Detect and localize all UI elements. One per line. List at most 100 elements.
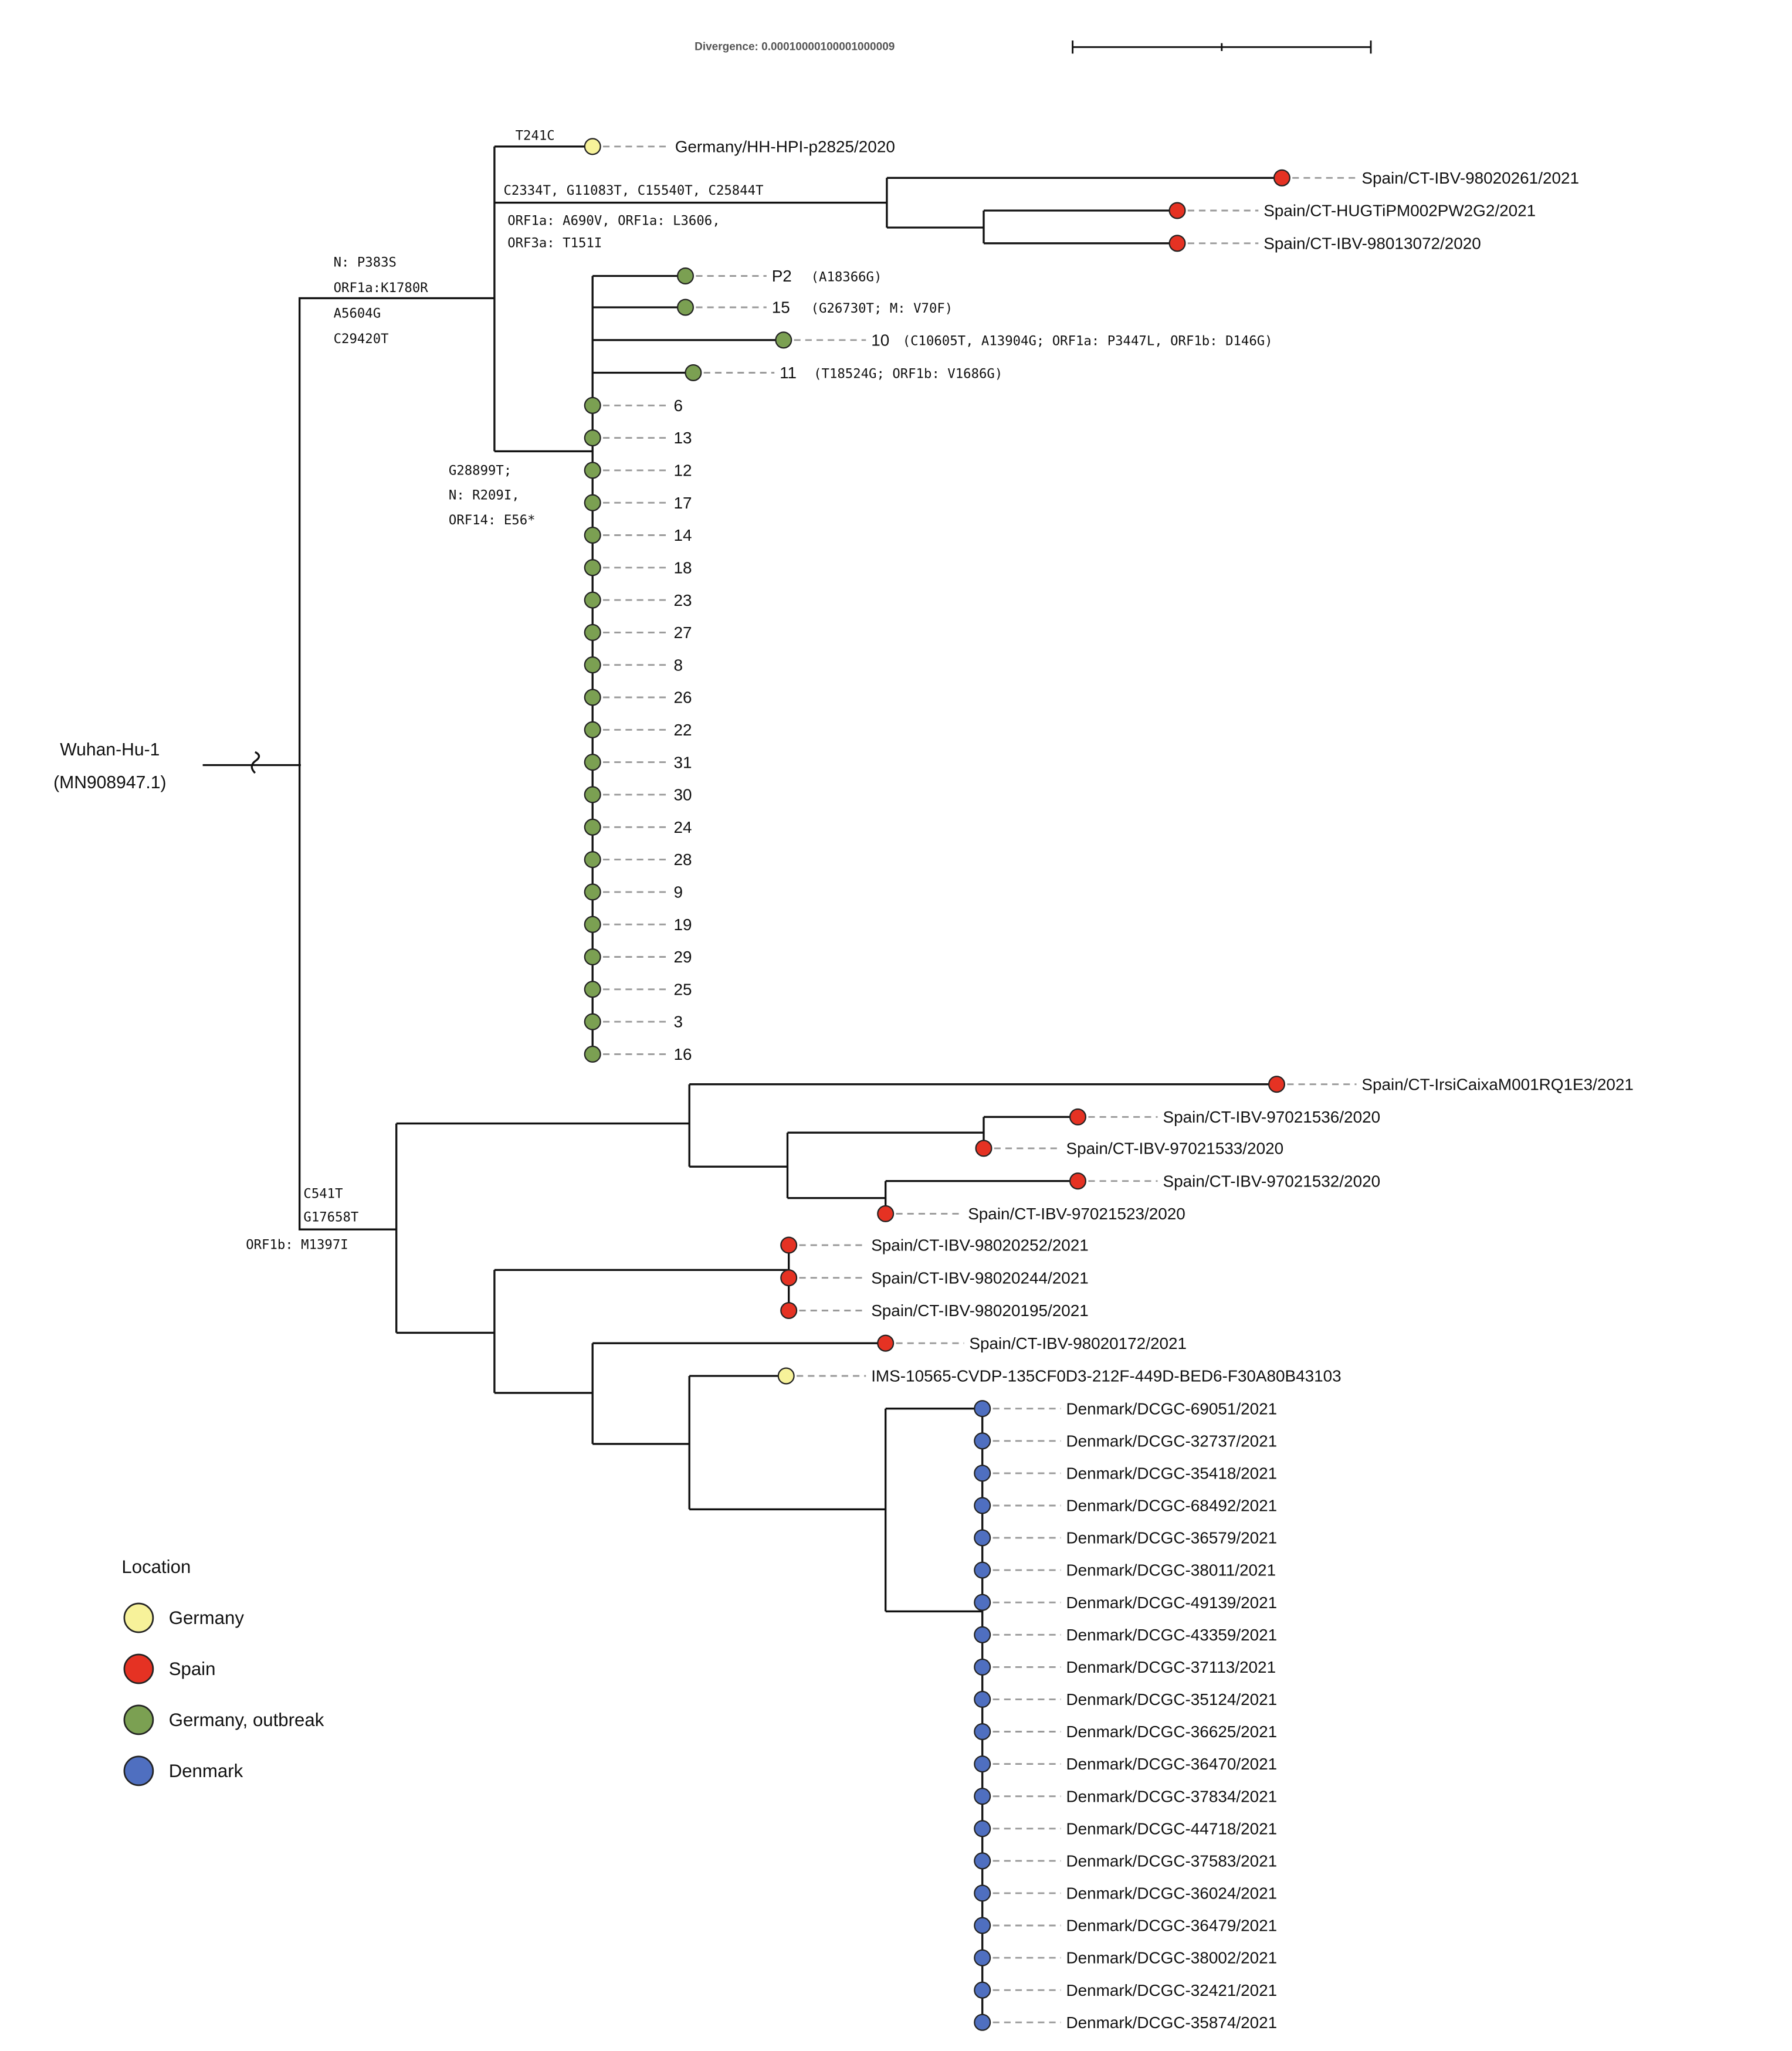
tip-denmark-3-node [974,1497,991,1514]
tip-denmark-5-node [974,1561,991,1579]
tip-denmark-15-label: Denmark/DCGC-36024/2021 [1066,1884,1278,1903]
tip-denmark-11-node [974,1755,991,1773]
tip-outbreak-22-node [584,721,601,738]
tip-denmark-19-label: Denmark/DCGC-35874/2021 [1066,2013,1278,2032]
tip-denmark-17-label: Denmark/DCGC-38002/2021 [1066,1949,1278,1967]
tip-denmark-2-label: Denmark/DCGC-35418/2021 [1066,1464,1278,1482]
tip-germany-hh-node [584,138,601,155]
tip-denmark-18-node [974,1981,991,1999]
tip-denmark-7-node [974,1626,991,1643]
tip-denmark-10-label: Denmark/DCGC-36625/2021 [1066,1723,1278,1741]
tip-p2-label: P2 [772,267,792,285]
legend-label-germany: Germany [169,1608,245,1628]
mutation-outbreak-1: N: R209I, [449,488,520,503]
tip-denmark-2-node [974,1464,991,1482]
tip-outbreak-8-node [584,656,601,674]
tip-outbreak-29-label: 29 [674,948,692,966]
tip-denmark-1-label: Denmark/DCGC-32737/2021 [1066,1432,1278,1450]
tip-spain-98020244-node [780,1269,798,1287]
branch-upper-clade [299,297,494,765]
root-name: Wuhan-Hu-1 [60,740,160,760]
tip-denmark-4-node [974,1529,991,1547]
tip-outbreak-29-node [584,948,601,966]
tip-p2-node [676,267,695,285]
legend-label-spain: Spain [169,1659,216,1679]
tip-denmark-14-node [974,1852,991,1870]
tip-11-annotation: (T18524G; ORF1b: V1686G) [814,366,1002,381]
tip-spain-98020195-node [780,1301,798,1320]
tip-spain-97021532-node [1069,1172,1087,1190]
tip-outbreak-6-node [584,396,601,414]
tip-germany-hh-label: Germany/HH-HPI-p2825/2020 [675,137,895,155]
tip-denmark-9-node [974,1690,991,1708]
tip-spain-98020261-label: Spain/CT-IBV-98020261/2021 [1361,169,1579,187]
tip-denmark-11-label: Denmark/DCGC-36470/2021 [1066,1755,1278,1773]
tip-outbreak-26-node [584,689,601,706]
mutation-upper-3: C29420T [334,331,389,347]
tree-labels: Divergence: 0.00010000100001000009 Wuhan-… [53,40,1634,2032]
tip-denmark-13-label: Denmark/DCGC-44718/2021 [1066,1819,1278,1838]
tip-spain-97021523-label: Spain/CT-IBV-97021523/2020 [968,1205,1185,1223]
tip-11-node [685,364,702,382]
tip-denmark-8-label: Denmark/DCGC-37113/2021 [1066,1658,1276,1676]
tip-denmark-19-node [974,2013,991,2031]
tip-outbreak-19-label: 19 [674,916,692,934]
tip-outbreak-30-label: 30 [674,786,692,804]
tip-denmark-12-label: Denmark/DCGC-37834/2021 [1066,1787,1278,1805]
tip-denmark-13-node [974,1820,991,1838]
legend: Location Germany Spain Germany, outbreak Den… [121,1557,324,1786]
root-branch-break-icon [250,751,260,774]
tip-outbreak-13-label: 13 [674,429,692,447]
tip-outbreak-12-node [584,462,601,479]
tip-outbreak-23-label: 23 [674,591,692,609]
tip-outbreak-28-node [584,851,601,869]
tip-denmark-4-label: Denmark/DCGC-36579/2021 [1066,1529,1278,1547]
tip-denmark-3-label: Denmark/DCGC-68492/2021 [1066,1497,1278,1515]
tip-outbreak-31-label: 31 [674,753,692,771]
tip-outbreak-13-node [584,429,601,447]
tip-outbreak-14-node [584,526,601,544]
tip-outbreak-17-label: 17 [674,494,692,512]
mutation-lower-1: G17658T [303,1210,358,1225]
tip-denmark-7-label: Denmark/DCGC-43359/2021 [1066,1626,1278,1644]
tip-outbreak-22-label: 22 [674,721,692,739]
mutation-spain-upper-0: C2334T, G11083T, C15540T, C25844T [504,183,764,198]
tip-denmark-0-label: Denmark/DCGC-69051/2021 [1066,1399,1278,1418]
mutation-spain-upper-1: ORF1a: A690V, ORF1a: L3606, [507,213,720,228]
tip-denmark-0-node [974,1400,991,1418]
tip-spain-97021523-node [877,1205,895,1222]
tip-15-annotation: (G26730T; M: V70F) [811,301,953,316]
mutation-t241c: T241C [516,128,555,143]
scale-bar-label: Divergence: 0.00010000100001000009 [695,40,895,53]
tip-outbreak-31-node [584,754,601,771]
tip-10-label: 10 [871,331,889,349]
tip-outbreak-25-node [584,981,601,998]
tip-denmark-14-label: Denmark/DCGC-37583/2021 [1066,1852,1278,1870]
tip-nodes [584,138,1290,2031]
tip-spain-98020252-label: Spain/CT-IBV-98020252/2021 [871,1236,1089,1255]
legend-swatch-germany [123,1602,154,1633]
tip-p2-annotation: (A18366G) [811,269,882,284]
tip-denmark-8-node [974,1658,991,1676]
tip-outbreak-3-node [584,1013,601,1030]
tip-10-node [775,331,792,349]
tip-outbreak-18-node [584,559,601,577]
mutation-spain-upper-2: ORF3a: T151I [507,235,602,250]
tip-denmark-18-label: Denmark/DCGC-32421/2021 [1066,1981,1278,1999]
tip-outbreak-19-node [584,916,601,933]
tip-spain-hugti-label: Spain/CT-HUGTiPM002PW2G2/2021 [1263,202,1536,220]
tip-outbreak-24-node [584,818,601,836]
tip-outbreak-23-node [584,591,601,609]
tip-denmark-10-node [974,1723,991,1741]
tip-outbreak-8-label: 8 [674,656,683,674]
root-accession: (MN908947.1) [53,773,166,792]
tip-outbreak-18-label: 18 [674,558,692,577]
tip-11-label: 11 [780,364,797,382]
tip-denmark-6-label: Denmark/DCGC-49139/2021 [1066,1594,1278,1612]
tip-outbreak-9-label: 9 [674,883,683,901]
tip-spain-97021533-node [975,1140,992,1157]
tip-spain-97021536-node [1069,1108,1087,1125]
tip-denmark-6-node [974,1594,991,1611]
legend-swatch-outbreak [123,1704,154,1735]
